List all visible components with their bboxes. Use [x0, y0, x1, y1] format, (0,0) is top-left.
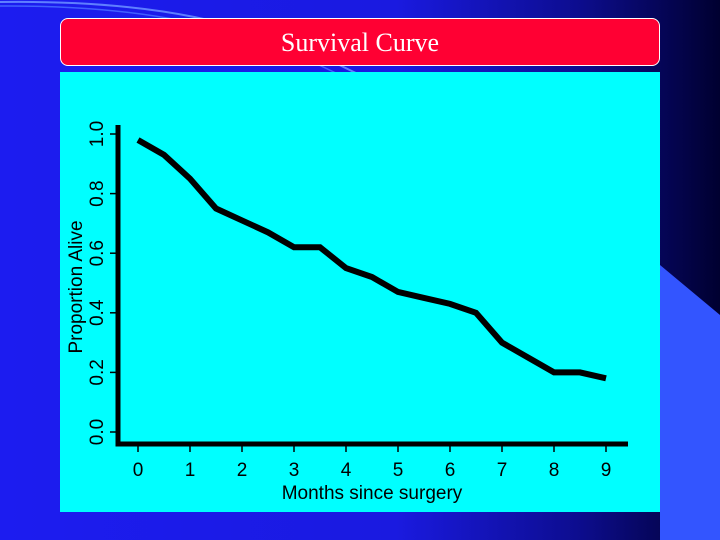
- x-tick-label: 3: [289, 460, 300, 481]
- slide-title-box: Survival Curve: [60, 18, 660, 66]
- x-tick-label: 9: [601, 460, 612, 481]
- y-tick-label: 0.0: [87, 419, 108, 445]
- y-tick-label: 0.4: [87, 299, 108, 326]
- chart-ticks: 0 1 2 3 4 5 6 7 8 9 0.0 0.2 0.4 0.6 0.8 1.0: [87, 121, 611, 481]
- y-tick-label: 0.2: [87, 359, 108, 385]
- survival-chart: 0 1 2 3 4 5 6 7 8 9 0.0 0.2 0.4 0.6 0.8 1.0 Months sinc…: [66, 121, 628, 504]
- x-tick-label: 8: [549, 460, 560, 481]
- x-tick-label: 2: [237, 460, 248, 481]
- x-tick-label: 0: [133, 460, 144, 481]
- y-tick-label: 0.6: [87, 240, 108, 266]
- x-axis-label: Months since surgery: [282, 483, 463, 504]
- slide-title: Survival Curve: [280, 28, 440, 57]
- chart-panel: 0 1 2 3 4 5 6 7 8 9 0.0 0.2 0.4 0.6 0.8 1.0 Months sinc…: [60, 72, 660, 512]
- x-tick-label: 5: [393, 460, 404, 481]
- survival-line: [136, 137, 607, 382]
- y-axis-label: Proportion Alive: [66, 220, 87, 353]
- x-tick-label: 6: [445, 460, 456, 481]
- y-tick-label: 0.8: [87, 180, 108, 206]
- x-tick-label: 1: [185, 460, 196, 481]
- x-tick-label: 7: [497, 460, 508, 481]
- chart-series: [136, 137, 607, 382]
- chart-axes: [115, 125, 628, 447]
- x-tick-label: 4: [341, 460, 352, 481]
- y-tick-label: 1.0: [87, 121, 108, 147]
